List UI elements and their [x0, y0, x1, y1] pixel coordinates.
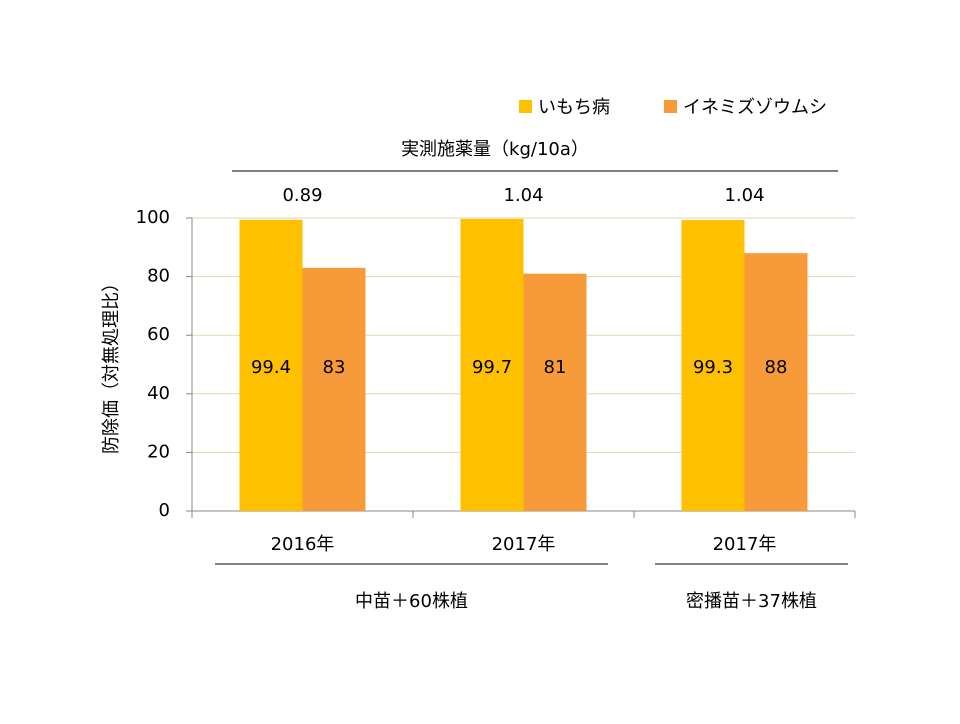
x-tick-label: 2017年 [492, 534, 556, 555]
dose-title: 実測施薬量（kg/10a） [401, 139, 589, 160]
y-tick-label: 0 [159, 500, 170, 521]
group-label: 中苗＋60株植 [355, 591, 468, 612]
bar [523, 273, 587, 511]
dose-label: 1.04 [503, 185, 543, 206]
bar [744, 253, 808, 511]
legend-label: イネミズゾウムシ [683, 97, 827, 118]
y-tick-label: 40 [147, 383, 170, 404]
x-tick-label: 2017年 [713, 534, 777, 555]
bar [302, 267, 366, 511]
data-label: 99.7 [472, 357, 512, 378]
data-label: 88 [765, 357, 788, 378]
y-tick-label: 60 [147, 324, 170, 345]
y-tick-label: 20 [147, 441, 170, 462]
y-axis-title: 防除価（対無処理比） [101, 274, 122, 454]
dose-label: 0.89 [282, 185, 322, 206]
data-label: 81 [544, 357, 567, 378]
data-label: 99.4 [251, 357, 291, 378]
legend-swatch [664, 100, 677, 113]
dose-label: 1.04 [724, 185, 764, 206]
bar [239, 219, 303, 511]
y-tick-label: 80 [147, 266, 170, 287]
legend-label: いもち病 [538, 97, 610, 118]
bar [460, 218, 524, 511]
bar [681, 220, 745, 511]
data-label: 83 [323, 357, 346, 378]
x-tick-label: 2016年 [271, 534, 335, 555]
data-label: 99.3 [693, 357, 733, 378]
group-label: 密播苗＋37株植 [686, 591, 817, 612]
legend-swatch [519, 100, 532, 113]
y-tick-label: 100 [136, 207, 170, 228]
